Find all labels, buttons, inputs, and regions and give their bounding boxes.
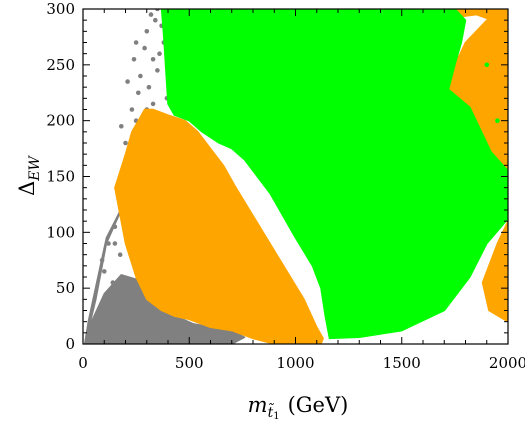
scatter-point-0-20 (129, 107, 135, 112)
scatter-point-2-2 (167, 29, 173, 34)
x-tick-label-2000: 2000 (489, 354, 525, 372)
scatter-point-0-26 (99, 258, 105, 263)
y-tick-label-150: 150 (46, 168, 75, 186)
y-tick-label-50: 50 (56, 279, 75, 297)
scatter-point-2-5 (442, 163, 447, 168)
y-tick-label-100: 100 (46, 223, 75, 241)
scatter-region-1-0 (114, 108, 324, 344)
scatter-point-0-3 (106, 241, 111, 246)
x-axis-title-subsub: 1 (273, 411, 279, 421)
scatter-point-2-1 (176, 73, 181, 79)
scatter-point-0-29 (117, 252, 123, 257)
scatter-point-0-10 (150, 101, 156, 107)
scatter-point-0-38 (133, 40, 139, 45)
scatter-point-0-19 (138, 73, 143, 79)
scatter-point-0-37 (142, 45, 147, 51)
data-layer (83, 9, 508, 344)
y-axis-title-main: Δ (15, 181, 39, 196)
x-axis-title-main: m (248, 393, 268, 417)
scatter-point-2-8 (439, 84, 445, 90)
x-axis-title-sub: t̃ (268, 402, 275, 421)
scatter-point-0-4 (112, 224, 118, 230)
y-tick-label-250: 250 (46, 56, 75, 74)
scatter-point-0-2 (102, 269, 107, 274)
y-tick-label-300: 300 (46, 0, 75, 18)
scatter-point-2-11 (473, 140, 479, 146)
scatter-point-0-13 (157, 51, 162, 56)
scatter-point-0-16 (153, 17, 158, 23)
scatter-point-0-11 (146, 84, 152, 90)
x-tick-label-1500: 1500 (383, 354, 421, 372)
x-tick-label-1000: 1000 (276, 354, 314, 372)
scatter-point-0-18 (150, 57, 156, 62)
x-axis-title-unit: (GeV) (288, 393, 349, 417)
scatter-point-2-10 (495, 118, 500, 123)
y-tick-label-200: 200 (46, 112, 75, 130)
scatter-point-0-23 (119, 124, 124, 129)
tick-layer: 0 500 1000 1500 2000 0 50 100 150 200 250 300 (46, 0, 525, 372)
scatter-point-2-6 (459, 129, 464, 135)
scatter-region-2-0 (160, 9, 508, 340)
scatter-point-0-28 (110, 280, 116, 285)
scatter-point-0-35 (148, 12, 154, 17)
scatter-point-0-15 (144, 29, 150, 34)
scatter-region-0-1 (83, 274, 246, 344)
scatter-point-0-22 (123, 140, 128, 146)
scatter-point-0-0 (87, 330, 92, 336)
scatter-point-0-1 (93, 313, 99, 319)
scatter-point-2-3 (452, 196, 458, 202)
y-axis-title: ΔEW (15, 154, 43, 195)
scatter-point-0-40 (125, 79, 130, 84)
y-axis-title-group: ΔEW (15, 154, 43, 195)
scatter-point-2-9 (484, 62, 490, 68)
scatter-point-2-4 (446, 230, 451, 235)
scatter-point-0-39 (131, 57, 137, 62)
scatter-point-2-7 (431, 118, 436, 123)
scatter-point-0-27 (104, 308, 109, 313)
x-tick-label-0: 0 (78, 354, 88, 372)
y-tick-label-0: 0 (65, 335, 75, 353)
scatter-point-0-12 (155, 68, 160, 73)
y-axis-title-sub: EW (27, 154, 43, 181)
scatter-point-0-25 (112, 241, 118, 246)
scatter-region-1-2 (481, 220, 508, 323)
scatter-point-0-24 (136, 90, 141, 96)
scatter-point-2-0 (172, 57, 177, 62)
x-tick-label-500: 500 (175, 354, 204, 372)
x-axis-title: mt̃1 (GeV) (248, 393, 349, 421)
